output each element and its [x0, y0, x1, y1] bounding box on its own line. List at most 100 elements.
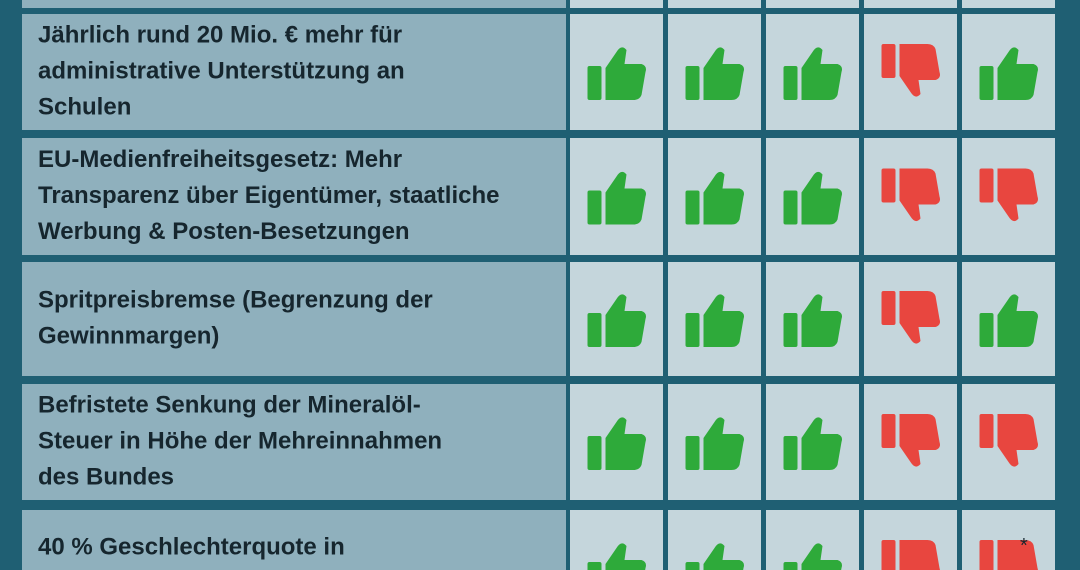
cell [766, 0, 859, 8]
thumb-cuff [587, 313, 602, 347]
thumb-hand [703, 171, 744, 225]
thumb-cuff [587, 66, 602, 100]
thumb-cuff [783, 436, 798, 470]
thumb-cuff [881, 540, 896, 570]
thumb-cuff [881, 414, 896, 448]
thumb-cuff [881, 291, 896, 325]
label-cell [22, 384, 566, 500]
row-label: Werbung & Posten-Besetzungen [38, 218, 410, 245]
thumb-up [685, 47, 744, 100]
thumb-hand [605, 543, 646, 570]
thumb-down [979, 168, 1038, 222]
thumb-up [587, 417, 646, 470]
row-label: Schulen [38, 93, 131, 120]
cell [864, 0, 957, 8]
thumb-cuff [685, 436, 700, 470]
thumb-hand [899, 540, 940, 570]
thumb-hand [801, 417, 842, 470]
thumb-hand [899, 44, 940, 97]
thumb-hand [899, 168, 940, 222]
thumb-cuff [587, 190, 602, 225]
thumb-up [685, 543, 744, 570]
thumb-hand [801, 47, 842, 100]
thumb-cuff [979, 414, 994, 448]
thumb-hand [997, 168, 1038, 222]
row-label: des Bundes [38, 463, 174, 490]
row: Spritpreisbremse (Begrenzung der Gewinnma… [22, 262, 1055, 376]
thumb-down [979, 540, 1038, 570]
footnote-mark: * [1020, 535, 1028, 557]
thumb-cuff [881, 44, 896, 78]
thumb-cuff [881, 168, 896, 203]
thumb-hand [605, 47, 646, 100]
thumb-hand [703, 47, 744, 100]
thumb-hand [605, 294, 646, 347]
cell [570, 0, 663, 8]
thumb-up [587, 47, 646, 100]
row-label: administrative Unterstützung an [38, 57, 405, 84]
thumb-cuff [685, 66, 700, 100]
row-label: Befristete Senkung der Mineralöl- [38, 391, 421, 418]
cell [962, 0, 1055, 8]
label-cell [22, 262, 566, 376]
label-cell [22, 14, 566, 130]
thumb-hand [801, 171, 842, 225]
thumb-up [783, 171, 842, 225]
thumb-cuff [783, 313, 798, 347]
thumb-hand [899, 414, 940, 467]
thumb-cuff [587, 562, 602, 570]
thumb-down [881, 44, 940, 97]
thumb-up [685, 171, 744, 225]
thumb-cuff [587, 436, 602, 470]
thumb-down [881, 291, 940, 344]
thumb-hand [899, 291, 940, 344]
thumb-hand [605, 417, 646, 470]
thumb-up [783, 543, 842, 570]
row-label: Transparenz über Eigentümer, staatliche [38, 182, 499, 209]
row: EU-Medienfreiheitsgesetz: Mehr Transparen… [22, 138, 1055, 255]
thumb-up [783, 47, 842, 100]
thumb-down [979, 414, 1038, 467]
thumb-hand [703, 294, 744, 347]
thumb-up [587, 294, 646, 347]
thumb-cuff [783, 562, 798, 570]
thumb-cuff [685, 562, 700, 570]
thumb-cuff [979, 540, 994, 570]
thumb-up [587, 171, 646, 225]
row-label: 40 % Geschlechterquote in [38, 533, 345, 560]
thumb-hand [703, 543, 744, 570]
row-label: Spritpreisbremse (Begrenzung der [38, 286, 433, 313]
label-cell [22, 510, 566, 570]
row: Jährlich rund 20 Mio. € mehr für administ… [22, 14, 1055, 130]
thumb-cuff [979, 66, 994, 100]
thumb-up [979, 47, 1038, 100]
row: 40 % Geschlechterquote in * [22, 510, 1055, 570]
thumb-cuff [979, 313, 994, 347]
thumb-cuff [783, 66, 798, 100]
thumb-up [979, 294, 1038, 347]
thumb-up [685, 417, 744, 470]
thumb-up [685, 294, 744, 347]
label-cell [22, 138, 566, 255]
thumb-cuff [783, 190, 798, 225]
thumb-hand [997, 294, 1038, 347]
thumb-down [881, 414, 940, 467]
label-cell [22, 0, 566, 8]
thumb-hand [801, 294, 842, 347]
row-label: Jährlich rund 20 Mio. € mehr für [38, 21, 402, 48]
row: Befristete Senkung der Mineralöl- Steuer … [22, 384, 1055, 500]
thumb-cuff [685, 313, 700, 347]
row-label: EU-Medienfreiheitsgesetz: Mehr [38, 146, 402, 173]
thumb-hand [605, 171, 646, 225]
row-label: Gewinnmargen) [38, 322, 219, 349]
row-label: Steuer in Höhe der Mehreinnahmen [38, 427, 442, 454]
thumb-cuff [685, 190, 700, 225]
cell [668, 0, 761, 8]
thumb-up [587, 543, 646, 570]
thumb-hand [997, 540, 1038, 570]
thumb-hand [997, 47, 1038, 100]
thumb-hand [997, 414, 1038, 467]
thumb-up [783, 417, 842, 470]
